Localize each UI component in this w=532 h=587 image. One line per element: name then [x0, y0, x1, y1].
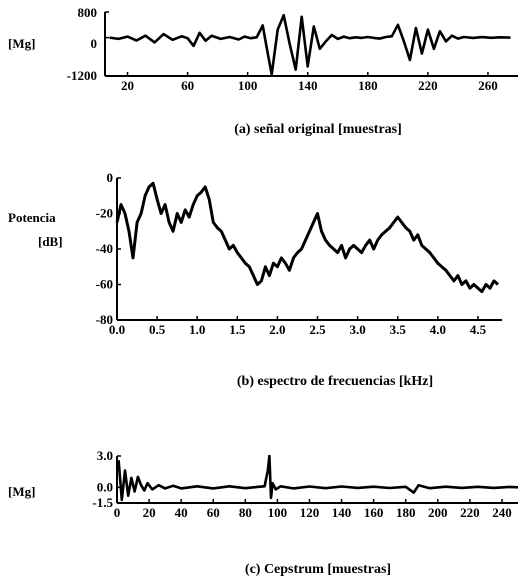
- x-tick-label: 20: [121, 78, 134, 93]
- y-tick-label: -40: [96, 241, 113, 256]
- panel-a-ytick-label: 800: [78, 5, 98, 20]
- y-tick-label: 3.0: [97, 448, 113, 463]
- panel-b-plot: 0.0 0.5 1.0 1.5 2.0 2.5 3.0 3.5 4.0 4.5 0 -20 -40 -60…: [96, 170, 502, 337]
- x-tick-label: 60: [207, 505, 220, 520]
- panel-a-ytick-label: -1200: [67, 68, 97, 83]
- x-tick-label: 120: [300, 505, 320, 520]
- x-tick-label: 3.5: [390, 322, 407, 337]
- x-tick-label: 2.0: [269, 322, 285, 337]
- panel-a: [Mg] 800 0 -1200 20 60 100 140 180 220 260 (a)…: [8, 5, 518, 137]
- panel-b: Potencia [dB] 0.0 0.5 1.0 1.5 2.0 2.5 3.0 3.5 4.…: [8, 170, 502, 389]
- x-tick-label: 4.0: [430, 322, 446, 337]
- panel-c: [Mg] 0 20 40 60 80 100 120 140 160 180 200 220 240 3.…: [8, 448, 519, 577]
- x-tick-label: 140: [332, 505, 352, 520]
- x-tick-label: 20: [143, 505, 156, 520]
- panel-b-caption: (b) espectro de frecuencias [kHz]: [237, 374, 433, 389]
- x-tick-label: 80: [239, 505, 252, 520]
- x-tick-label: 220: [418, 78, 438, 93]
- panel-a-yticks: 800 0 -1200: [67, 5, 97, 83]
- x-tick-label: 240: [492, 505, 512, 520]
- panel-b-ylabel-line1: Potencia: [8, 210, 56, 225]
- x-tick-label: 0: [114, 505, 121, 520]
- series-line: [109, 13, 511, 76]
- x-tick-label: 100: [268, 505, 288, 520]
- series-line: [115, 181, 500, 294]
- x-tick-label: 200: [428, 505, 448, 520]
- x-tick-label: 0.5: [149, 322, 166, 337]
- x-tick-label: 0.0: [109, 322, 125, 337]
- panel-c-ylabel: [Mg]: [8, 484, 35, 499]
- series-line: [117, 454, 519, 502]
- y-tick-label: -1.5: [92, 495, 113, 510]
- x-tick-label: 220: [460, 505, 480, 520]
- x-tick-label: 160: [364, 505, 384, 520]
- x-tick-label: 180: [396, 505, 416, 520]
- x-tick-label: 2.5: [309, 322, 326, 337]
- x-tick-label: 1.5: [229, 322, 246, 337]
- x-tick-label: 4.5: [470, 322, 487, 337]
- x-tick-label: 60: [181, 78, 194, 93]
- panel-b-ylabel-line2: [dB]: [38, 234, 63, 249]
- x-tick-label: 1.0: [189, 322, 205, 337]
- y-tick-label: -60: [96, 277, 113, 292]
- y-tick-label: 0.0: [97, 479, 113, 494]
- x-tick-label: 180: [358, 78, 378, 93]
- panel-a-caption: (a) señal original [muestras]: [234, 122, 402, 137]
- y-tick-label: 0: [107, 170, 114, 185]
- x-tick-label: 40: [175, 505, 188, 520]
- x-tick-label: 3.0: [350, 322, 366, 337]
- x-tick-label: 140: [298, 78, 318, 93]
- panel-a-ytick-label: 0: [91, 36, 98, 51]
- panel-a-plot: 20 60 100 140 180 220 260: [104, 11, 518, 93]
- y-tick-label: -80: [96, 312, 113, 327]
- y-tick-label: -20: [96, 206, 113, 221]
- panel-c-plot: 0 20 40 60 80 100 120 140 160 180 200 220 240 3.0 0.0-…: [92, 448, 519, 520]
- panel-a-ylabel: [Mg]: [8, 36, 35, 51]
- panel-c-caption: (c) Cepstrum [muestras]: [245, 562, 391, 577]
- x-tick-label: 260: [478, 78, 498, 93]
- x-tick-label: 100: [238, 78, 258, 93]
